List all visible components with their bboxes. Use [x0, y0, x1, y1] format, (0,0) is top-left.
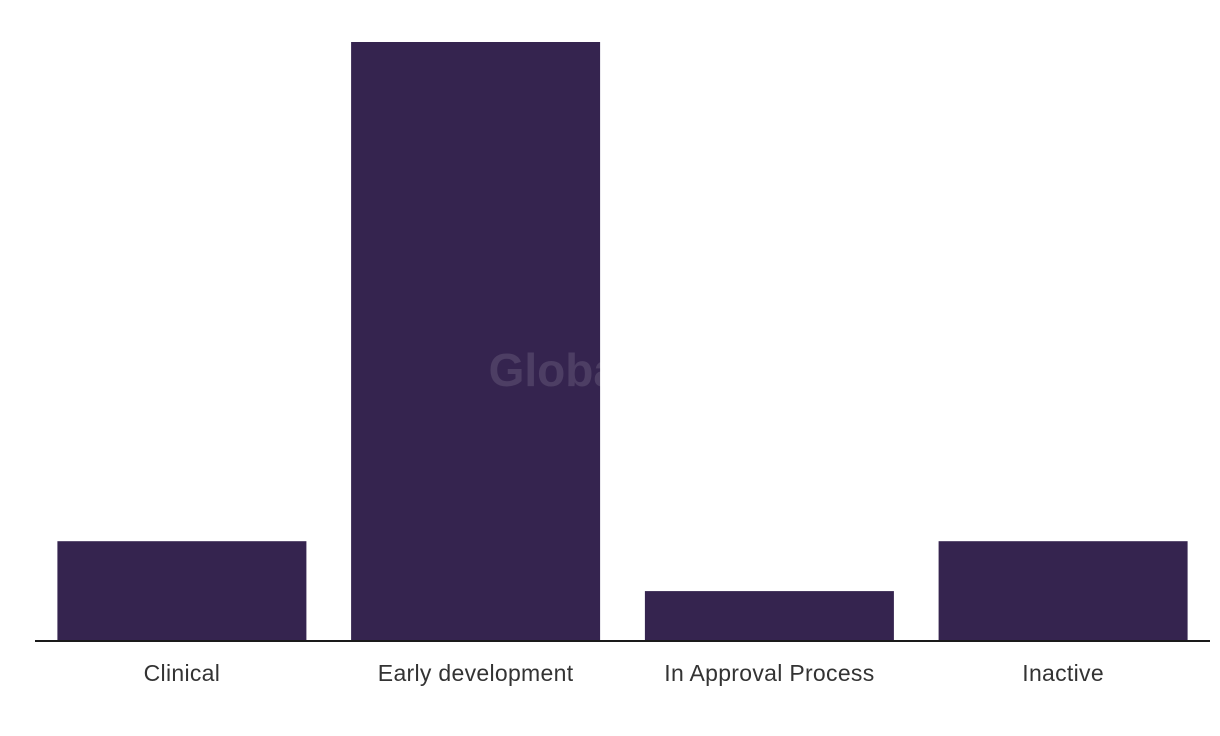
bar-clinical [57, 541, 307, 641]
x-tick-label-in-approval-process: In Approval Process [664, 660, 874, 686]
bar-in-approval-process [644, 591, 894, 641]
x-tick-labels: Clinical Early development In Approval Pro… [144, 660, 1104, 686]
bar-early-development [351, 42, 601, 641]
x-tick-label-clinical: Clinical [144, 660, 221, 686]
bar-inactive [938, 541, 1188, 641]
x-tick-label-early-development: Early development [378, 660, 574, 686]
watermark: GlobalData [489, 344, 732, 396]
x-tick-label-inactive: Inactive [1022, 660, 1104, 686]
bars-group [57, 42, 1188, 641]
